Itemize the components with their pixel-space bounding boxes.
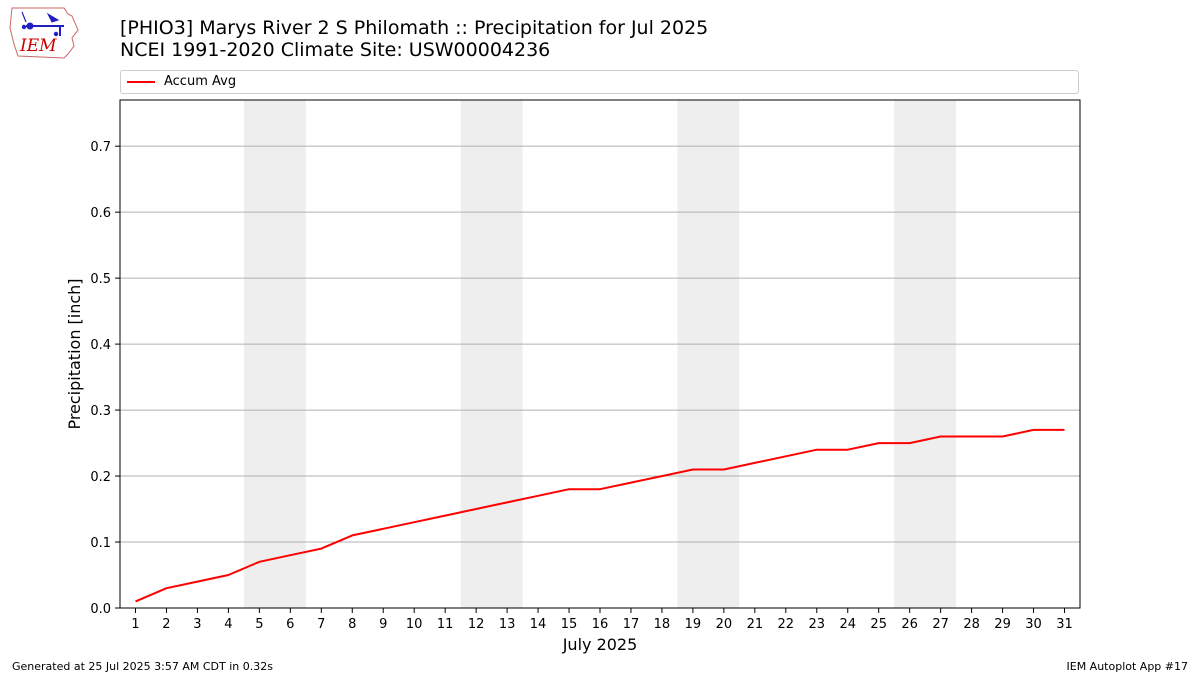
x-tick-label: 9 [379,617,387,632]
x-tick-label: 28 [963,617,980,632]
x-tick-label: 5 [255,617,263,632]
legend-swatch [127,81,155,83]
y-tick-label: 0.2 [90,470,111,485]
x-tick-label: 10 [406,617,423,632]
y-tick-label: 0.5 [90,272,111,287]
weather-station-icon [21,11,64,37]
x-tick-label: 8 [348,617,356,632]
weekend-bands [243,100,957,608]
series-layer [135,428,1065,603]
x-tick-label: 26 [901,617,918,632]
x-tick-label: 11 [437,617,454,632]
x-tick-label: 31 [1056,617,1073,632]
y-tick-label: 0.4 [90,338,111,353]
x-tick-label: 16 [592,617,609,632]
y-tick-label: 0.1 [90,536,111,551]
legend-label: Accum Avg [164,74,237,89]
x-tick-label: 20 [716,617,733,632]
x-tick-label: 1 [131,617,139,632]
iem-logo: IEM [8,4,80,60]
x-axis: 1 2 3 4 5 6 7 8 9 10 11 12 13 14 15 16 17 18 19 20 21 22 23 24 2… [131,608,1073,632]
x-tick-label: 2 [162,617,170,632]
series-line-accum-avg [135,428,1065,603]
x-axis-label: July 2025 [562,635,638,654]
title-line-1: [PHIO3] Marys River 2 S Philomath :: Pre… [120,17,709,39]
weekend-band [460,100,523,608]
weekend-band [894,100,957,608]
x-tick-label: 7 [317,617,325,632]
x-tick-label: 15 [561,617,578,632]
app-id: IEM Autoplot App #17 [1066,660,1189,673]
x-tick-label: 18 [654,617,671,632]
x-tick-label: 21 [747,617,764,632]
x-tick-label: 17 [623,617,640,632]
x-tick-label: 6 [286,617,294,632]
y-tick-label: 0.3 [90,404,111,419]
y-tick-label: 0.6 [90,206,111,221]
legend: Accum Avg [120,70,1079,94]
x-tick-label: 19 [685,617,702,632]
logo-text: IEM [19,36,57,56]
x-tick-label: 3 [193,617,201,632]
x-tick-label: 12 [468,617,485,632]
x-tick-label: 27 [932,617,949,632]
chart-title: [PHIO3] Marys River 2 S Philomath :: Pre… [120,17,708,61]
iem-logo-graphic: IEM [9,7,79,59]
x-tick-label: 13 [499,617,516,632]
weekend-band [677,100,740,608]
x-tick-label: 22 [778,617,795,632]
x-tick-label: 25 [870,617,887,632]
x-tick-label: 24 [839,617,856,632]
state-outline-icon [9,7,79,59]
x-tick-label: 4 [224,617,232,632]
gridlines [120,145,1080,543]
weekend-band [243,100,306,608]
y-tick-label: 0.0 [90,602,111,617]
x-tick-label: 30 [1025,617,1042,632]
x-tick-label: 14 [530,617,547,632]
x-tick-label: 29 [994,617,1011,632]
y-axis-label: Precipitation [inch] [65,278,84,429]
generated-timestamp: Generated at 25 Jul 2025 3:57 AM CDT in … [12,660,273,673]
y-tick-label: 0.7 [90,140,111,155]
title-line-2: NCEI 1991-2020 Climate Site: USW00004236 [120,39,551,61]
y-axis: 0.0 0.1 0.2 0.3 0.4 0.5 0.6 0.7 [90,140,120,617]
x-tick-label: 23 [809,617,826,632]
